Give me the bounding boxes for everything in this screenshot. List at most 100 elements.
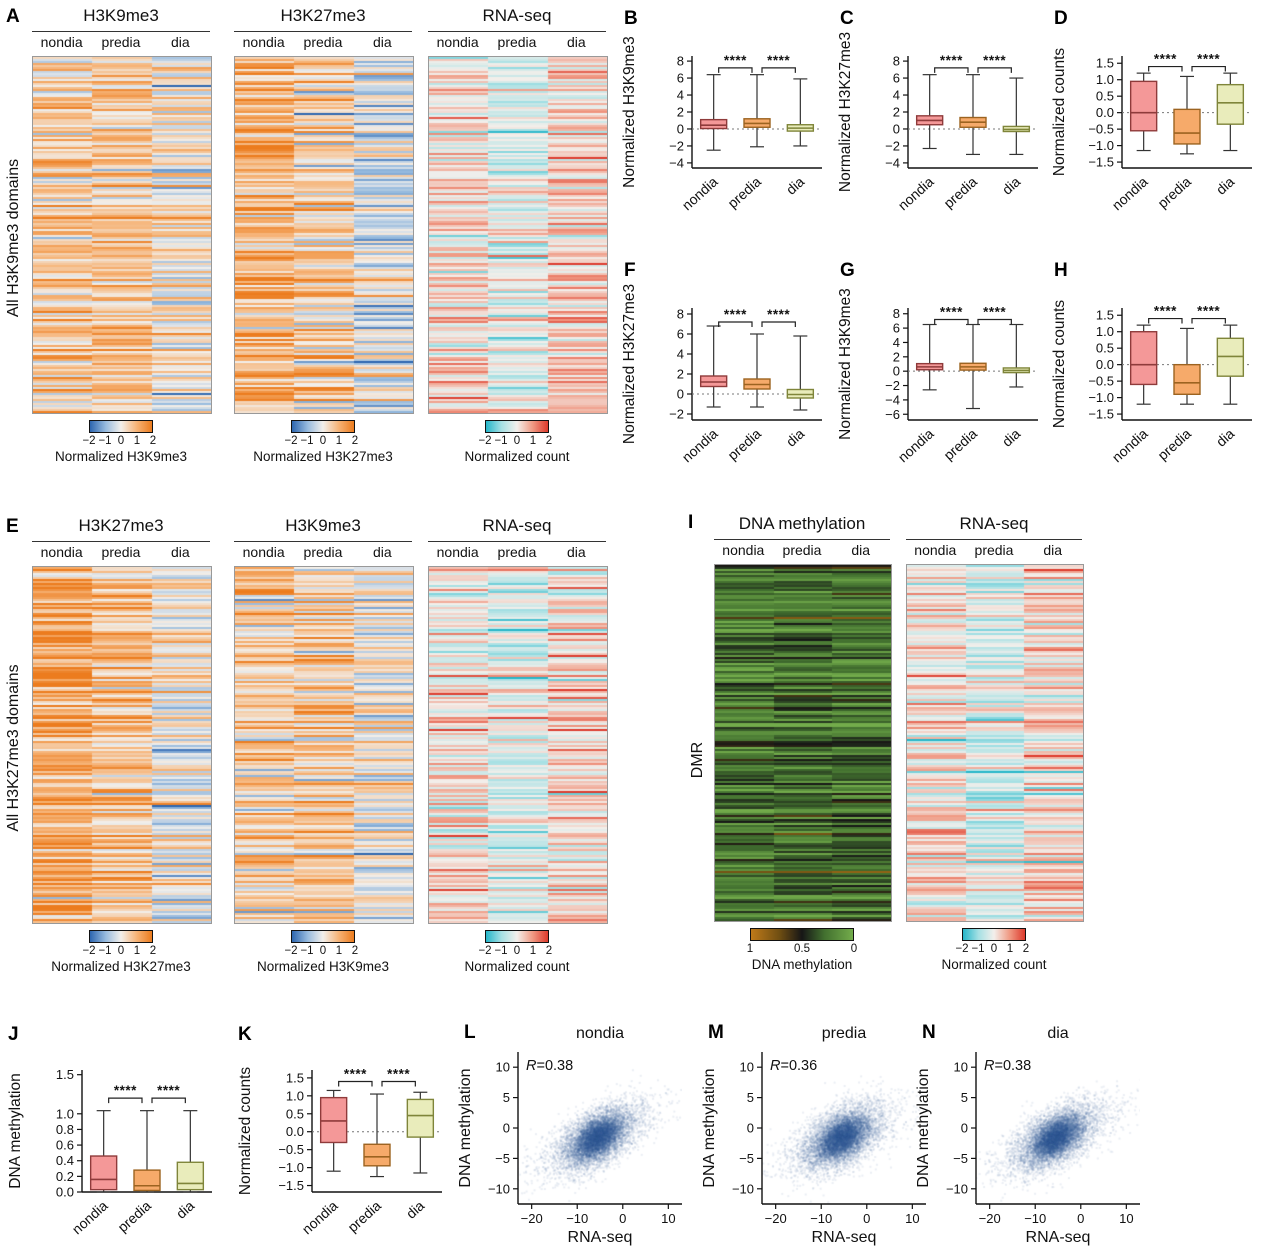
colorbar-tick: 1 xyxy=(529,435,537,447)
y-axis-label: Normalized H3K9me3 xyxy=(837,288,854,440)
colorbar xyxy=(291,930,355,943)
y-tick-label: 0.8 xyxy=(56,1122,74,1137)
category-label-dia: dia xyxy=(999,425,1024,450)
y-tick-label: 0.0 xyxy=(1096,357,1114,372)
panel-N: N dia R=0.38 10 5 0 −5 −10 −20 −10 0 10 RNA-seq DNA … xyxy=(914,1018,1158,1257)
colorbar-tick: 2 xyxy=(351,435,359,447)
colorbar-tick: −2 xyxy=(284,945,298,957)
heatmap-title: RNA-seq xyxy=(482,516,552,535)
colorbar-tick: 0 xyxy=(513,435,521,447)
sig-bracket xyxy=(977,67,1012,73)
colorbar-tick: 0 xyxy=(319,945,327,957)
heatmap-canvas xyxy=(32,56,212,414)
heatmap-block-h3k27me3: H3K27me3 nondia predia dia −2 −1 0 1 2 Normalized… xyxy=(234,6,414,472)
panel-letter-C: C xyxy=(840,8,854,29)
colorbar-ticks: −2 −1 0 1 2 xyxy=(428,945,606,958)
y-tick-label: 0.5 xyxy=(1096,341,1114,356)
column-header-nondia: nondia xyxy=(242,34,285,50)
category-label-nondia: nondia xyxy=(1109,173,1151,213)
panel-letter-G: G xyxy=(840,260,855,281)
category-label-predia: predia xyxy=(1154,173,1194,211)
colorbar-tick: −2 xyxy=(478,945,492,957)
column-header-nondia: nondia xyxy=(914,542,957,558)
sig-stars: **** xyxy=(724,307,747,322)
y-axis-label: Normalized counts xyxy=(1051,300,1068,429)
panel-L-content: nondia R=0.38 10 5 0 −5 −10 −20 −10 0 10 RNA-seq DNA… xyxy=(456,1018,700,1257)
column-header-predia: predia xyxy=(497,34,537,50)
colorbar-tick: −2 xyxy=(82,435,96,447)
x-axis-label: RNA-seq xyxy=(1026,1229,1091,1246)
category-label-predia: predia xyxy=(724,173,764,211)
heatmap-block-h3k27me3: H3K27me3 nondia predia dia −2 −1 0 1 2 Normalized… xyxy=(32,516,212,982)
colorbar xyxy=(750,928,854,941)
x-tick-label: 10 xyxy=(905,1211,919,1226)
sig-bracket xyxy=(761,67,796,73)
colorbar xyxy=(89,420,153,433)
y-tick-label: −6 xyxy=(885,407,900,422)
boxplot-svg-H: Normalized counts 1.51.0 0.50.0 −0.5−1.0 −1.… xyxy=(1051,300,1252,465)
column-header-nondia: nondia xyxy=(242,544,285,560)
x-tick-label: −20 xyxy=(765,1211,787,1226)
category-label-dia: dia xyxy=(403,1197,428,1222)
heatmap-title: RNA-seq xyxy=(959,514,1029,533)
y-tick-label: −5 xyxy=(495,1151,510,1166)
y-tick-label: 0 xyxy=(677,121,684,136)
y-tick-label: 6 xyxy=(893,321,900,336)
column-header-nondia: nondia xyxy=(436,544,479,560)
colorbar-tick: 2 xyxy=(545,435,553,447)
x-tick-label: 10 xyxy=(661,1211,675,1226)
sig-stars: **** xyxy=(940,304,963,319)
y-tick-label: −5 xyxy=(953,1151,968,1166)
colorbar-tick: 0 xyxy=(850,943,858,955)
colorbar-label: DNA methylation xyxy=(751,957,853,972)
column-header-dia: dia xyxy=(170,544,190,560)
colorbar-ticks: −2 −1 0 1 2 xyxy=(32,435,210,448)
panel-F-content: Normalized H3K27me3 8 6 4 2 0 −2 **** **** nondia… xyxy=(616,252,832,504)
colorbar-tick: 0 xyxy=(117,945,125,957)
column-header-predia: predia xyxy=(497,544,537,560)
density-canvas xyxy=(762,1052,926,1204)
y-tick-label: 2 xyxy=(677,367,684,382)
heatmap-canvas xyxy=(906,564,1084,922)
y-tick-label: 8 xyxy=(677,54,684,69)
x-tick-label: 0 xyxy=(863,1211,870,1226)
y-axis-label: DNA methylation xyxy=(457,1068,474,1187)
colorbar-label: Normalized H3K27me3 xyxy=(51,959,191,974)
y-tick-label: −4 xyxy=(885,155,900,170)
colorbar xyxy=(89,930,153,943)
heatmap-block-rna-seq: RNA-seq nondia predia dia −2 −1 0 1 2 Normalized … xyxy=(428,6,608,472)
category-label-predia: predia xyxy=(344,1197,384,1235)
panel-G-content: Normalized H3K9me3 8 6 4 2 0 −2 −4 −6 **** **** non… xyxy=(832,252,1048,504)
box-nondia xyxy=(89,1155,118,1191)
sig-bracket xyxy=(718,321,753,327)
column-headers: nondia predia dia xyxy=(714,542,890,562)
y-tick-label: 0.0 xyxy=(1096,105,1114,120)
scatter-axes: dia R=0.38 10 5 0 −5 −10 −20 −10 0 10 RNA-seq DNA me… xyxy=(915,1025,1140,1246)
colorbar-label: Normalized count xyxy=(941,957,1047,972)
y-tick-label: −10 xyxy=(946,1181,968,1196)
y-tick-label: −10 xyxy=(732,1181,754,1196)
panel-N-content: dia R=0.38 10 5 0 −5 −10 −20 −10 0 10 RNA-seq DNA me… xyxy=(914,1018,1158,1257)
category-label-predia: predia xyxy=(724,425,764,463)
box-nondia xyxy=(319,1096,348,1144)
column-headers: nondia predia dia xyxy=(906,542,1082,562)
category-label-predia: predia xyxy=(1154,425,1194,463)
sig-stars: **** xyxy=(1197,304,1220,319)
colorbar-tick: −1 xyxy=(494,945,508,957)
r-label: R=0.36 xyxy=(770,1058,817,1074)
x-axis-label: RNA-seq xyxy=(812,1229,877,1246)
x-tick-label: 0 xyxy=(619,1211,626,1226)
column-header-dia: dia xyxy=(851,542,870,558)
y-tick-label: 1.0 xyxy=(286,1088,304,1103)
y-tick-label: 5 xyxy=(503,1090,510,1105)
panel-I: I DMR DNA methylation nondia predia dia 1 0.5… xyxy=(684,512,1250,998)
sig-stars: **** xyxy=(1197,52,1220,67)
category-label-dia: dia xyxy=(1213,425,1238,450)
y-tick-label: −10 xyxy=(488,1181,510,1196)
colorbar xyxy=(485,420,549,433)
column-header-nondia: nondia xyxy=(40,544,83,560)
box-predia xyxy=(1173,108,1201,145)
colorbar xyxy=(485,930,549,943)
y-axis-label: Normalized counts xyxy=(1051,48,1068,177)
